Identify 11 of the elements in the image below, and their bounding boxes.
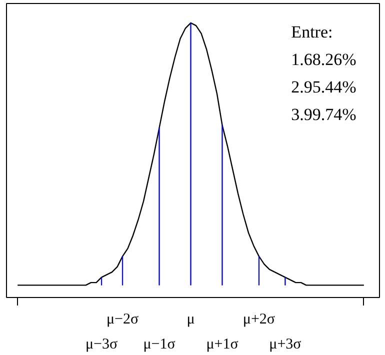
annotation: 3.99.74% [291, 104, 356, 124]
x-tick-label: μ−1σ [143, 336, 176, 352]
x-tick-label: μ−2σ [106, 312, 139, 328]
annotation: 2.95.44% [291, 77, 356, 96]
x-tick-label: μ+1σ [206, 336, 238, 352]
annotation: Entre: [291, 22, 333, 42]
x-tick-label: μ+2σ [242, 312, 276, 328]
x-tick-label: μ [186, 312, 195, 328]
x-tick-label: μ+3σ [269, 336, 302, 352]
annotation: 1.68.26% [291, 50, 356, 69]
x-tick-label: μ−3σ [86, 336, 118, 352]
